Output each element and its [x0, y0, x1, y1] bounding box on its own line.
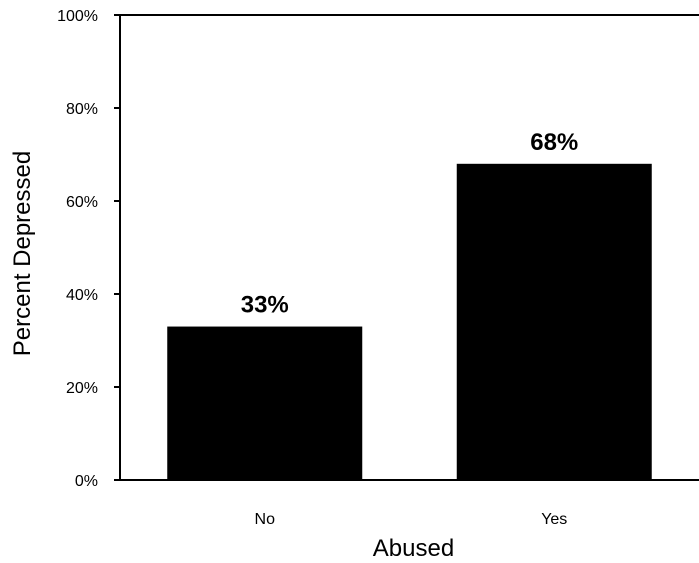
y-tick-label: 80%: [66, 101, 98, 118]
y-tick-label: 100%: [57, 8, 98, 25]
bar-no: [167, 326, 363, 480]
data-label-no: 33%: [241, 292, 289, 319]
y-tick-label: 40%: [66, 287, 98, 304]
y-axis-title: Percent Depressed: [9, 151, 36, 356]
x-axis: No Yes: [255, 511, 568, 528]
y-axis: 0% 20% 40% 60% 80% 100%: [57, 8, 120, 490]
x-tick-label-no: No: [255, 511, 276, 528]
y-tick-label: 20%: [66, 380, 98, 397]
x-tick-label-yes: Yes: [541, 511, 567, 528]
y-tick-label: 60%: [66, 194, 98, 211]
data-label-yes: 68%: [530, 129, 578, 156]
x-axis-title: Abused: [373, 535, 454, 562]
bars: [167, 163, 652, 481]
y-tick-label: 0%: [75, 473, 98, 490]
bar-yes: [456, 163, 652, 481]
data-labels: 33% 68%: [241, 129, 579, 319]
